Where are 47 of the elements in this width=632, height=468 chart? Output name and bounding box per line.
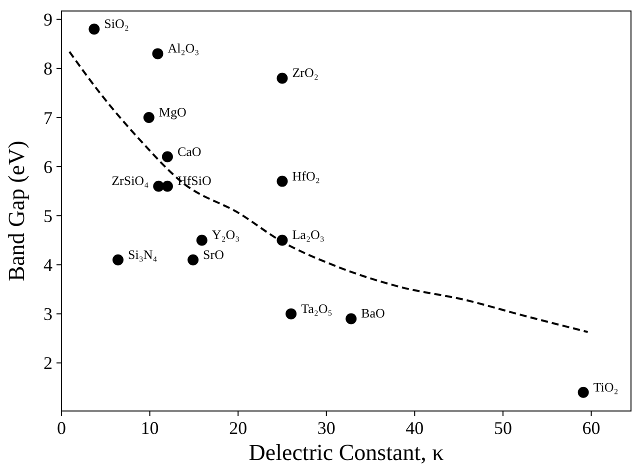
point [346, 313, 357, 324]
point [152, 48, 164, 60]
x-tick-label: 20 [229, 418, 248, 438]
point [162, 180, 173, 192]
annotation: Y₂O₃ [212, 227, 240, 242]
x-tick-label: 50 [494, 418, 512, 438]
y-tick-label: 4 [44, 255, 52, 276]
point [276, 72, 288, 84]
point [143, 112, 154, 124]
annotation: SiO₂ [104, 16, 129, 32]
point [162, 151, 173, 162]
annotation: Al₂O₃ [168, 40, 200, 56]
point [196, 234, 208, 246]
x-tick-label: 40 [406, 418, 424, 438]
y-tick-label: 7 [44, 108, 52, 128]
point [112, 254, 124, 266]
annotation: ZrSiO₄ [112, 173, 150, 188]
y-tick-label: 3 [44, 304, 52, 324]
annotation: La₂O₃ [292, 227, 324, 242]
y-axis-title: Band Gap (eV) [4, 140, 29, 282]
annotation: HfSiO [177, 173, 212, 188]
point [286, 308, 297, 320]
x-tick-label: 10 [140, 418, 159, 438]
point [276, 176, 288, 187]
point [578, 386, 589, 398]
y-tick-label: 2 [44, 353, 52, 374]
annotation: Si₃N₄ [128, 246, 158, 262]
y-tick-label: 8 [44, 58, 52, 79]
annotation: CaO [177, 144, 202, 159]
annotation: BaO [361, 306, 385, 321]
annotation: ZrO₂ [292, 65, 318, 80]
annotation: SrO [203, 246, 224, 262]
annotation: Ta₂O₅ [301, 300, 332, 316]
point [88, 24, 100, 35]
y-tick-label: 6 [44, 156, 52, 177]
point [276, 234, 288, 246]
y-tick-label: 5 [44, 206, 52, 226]
x-tick-label: 60 [582, 418, 600, 438]
point [153, 180, 164, 192]
annotation: HfO₂ [292, 168, 320, 184]
x-axis-title: Delectric Constant, κ [248, 440, 444, 465]
annotation: TiO₂ [593, 379, 618, 394]
point [188, 254, 199, 266]
annotation: MgO [158, 104, 186, 120]
x-tick-label: 0 [57, 418, 66, 438]
y-tick-label: 9 [44, 10, 52, 30]
x-tick-label: 30 [317, 418, 336, 438]
